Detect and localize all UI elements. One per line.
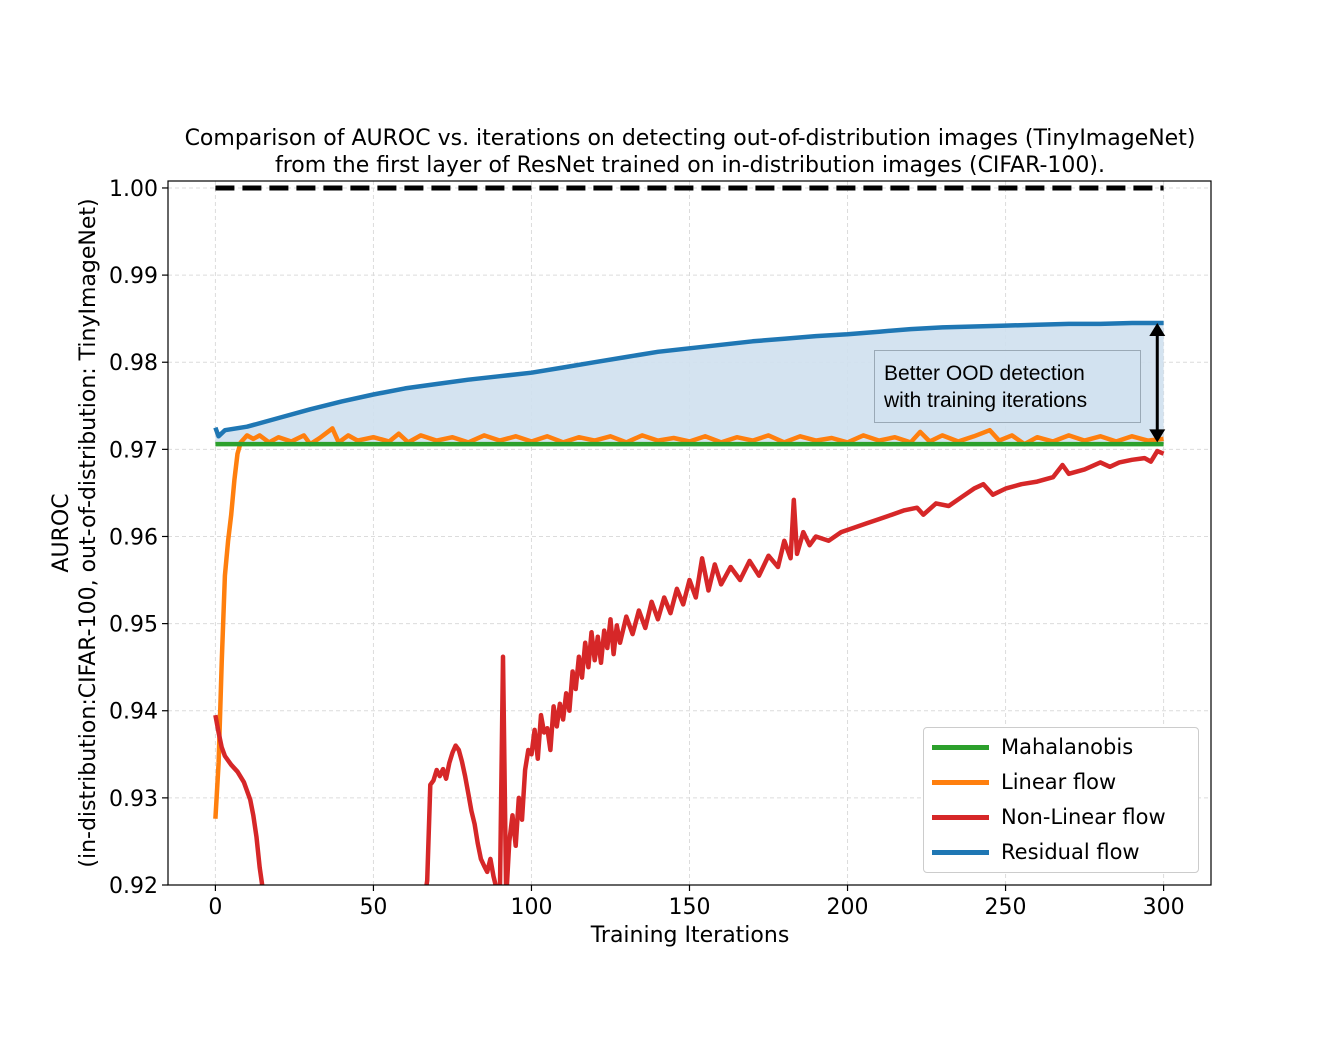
annotation-arrow-head-up	[1149, 323, 1166, 337]
legend-label-mahalanobis: Mahalanobis	[1001, 735, 1134, 759]
legend-label-residual-flow: Residual flow	[1001, 840, 1140, 864]
y-tick-label: 0.96	[109, 525, 158, 550]
y-axis-label-line2: (in-distribution:CIFAR-100, out-of-distr…	[76, 198, 101, 867]
y-tick-label: 0.98	[109, 351, 158, 376]
legend-item-residual-flow: Residual flow	[924, 837, 1198, 867]
legend-item-linear-flow: Linear flow	[924, 767, 1198, 797]
y-tick-label: 0.92	[109, 874, 158, 899]
series-line-linear-flow	[213, 426, 1164, 819]
x-tick-label: 150	[669, 895, 711, 920]
x-tick-label: 200	[827, 895, 869, 920]
annotation-arrow-head-down	[1149, 429, 1166, 443]
y-tick-label: 0.97	[109, 438, 158, 463]
annotation-box	[874, 350, 1141, 423]
y-tick-label: 0.95	[109, 613, 158, 638]
legend-swatch-residual-flow	[932, 850, 989, 855]
legend-swatch-mahalanobis	[932, 745, 989, 750]
y-tick-label: 0.99	[109, 264, 158, 289]
legend-item-mahalanobis: Mahalanobis	[924, 732, 1198, 762]
y-axis-ticks: 0.92 0.93 0.94 0.95 0.96 0.97 0.98 0.99 1.00	[109, 177, 168, 899]
legend-swatch-linear-flow	[932, 780, 989, 785]
y-axis-label-line1: AUROC	[49, 493, 74, 572]
y-tick-label: 0.94	[109, 700, 158, 725]
series-line-residual-flow	[213, 320, 1164, 439]
series-line-non-linear-flow	[213, 448, 1165, 885]
legend-item-non-linear-flow: Non-Linear flow	[924, 802, 1198, 832]
legend-label-linear-flow: Linear flow	[1001, 770, 1117, 794]
legend: Mahalanobis Linear flow Non-Linear flow …	[923, 727, 1199, 873]
x-tick-label: 250	[985, 895, 1027, 920]
x-tick-label: 100	[510, 895, 552, 920]
chart-subtitle: from the first layer of ResNet trained o…	[274, 153, 1106, 178]
annotation-arrow-group	[1149, 323, 1166, 443]
x-tick-label: 50	[359, 895, 387, 920]
x-axis-ticks: 0 50 100 150 200 250 300	[208, 885, 1185, 920]
x-tick-label: 300	[1143, 895, 1185, 920]
grid	[168, 181, 1211, 886]
x-tick-label: 0	[208, 895, 222, 920]
annotation-text: Better OOD detection with training itera…	[884, 362, 1088, 412]
legend-label-non-linear-flow: Non-Linear flow	[1001, 805, 1166, 829]
legend-swatch-non-linear-flow	[932, 815, 989, 820]
chart-title: Comparison of AUROC vs. iterations on de…	[184, 126, 1196, 151]
series-group	[213, 320, 1165, 885]
y-tick-label: 1.00	[109, 177, 158, 202]
y-tick-label: 0.93	[109, 787, 158, 812]
x-axis-label: Training Iterations	[590, 923, 790, 948]
